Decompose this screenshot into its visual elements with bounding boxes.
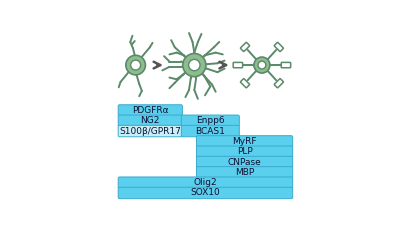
FancyBboxPatch shape: [118, 187, 293, 199]
Text: Olig2: Olig2: [194, 178, 217, 187]
Circle shape: [258, 61, 266, 69]
FancyBboxPatch shape: [118, 115, 182, 126]
Circle shape: [189, 59, 200, 71]
FancyBboxPatch shape: [233, 62, 243, 68]
FancyBboxPatch shape: [118, 125, 182, 137]
FancyBboxPatch shape: [196, 156, 293, 168]
FancyBboxPatch shape: [196, 146, 293, 157]
Circle shape: [126, 55, 146, 75]
FancyBboxPatch shape: [240, 79, 250, 88]
FancyBboxPatch shape: [196, 167, 293, 178]
Circle shape: [254, 57, 270, 73]
Text: PLP: PLP: [237, 147, 252, 156]
FancyBboxPatch shape: [274, 79, 283, 88]
FancyBboxPatch shape: [240, 43, 250, 52]
Text: MBP: MBP: [235, 168, 254, 177]
Text: NG2: NG2: [141, 116, 160, 125]
Circle shape: [131, 60, 141, 70]
FancyBboxPatch shape: [181, 125, 239, 137]
Text: PDGFRα: PDGFRα: [132, 106, 169, 115]
FancyBboxPatch shape: [118, 177, 293, 188]
Text: SOX10: SOX10: [190, 188, 220, 198]
FancyBboxPatch shape: [196, 136, 293, 147]
Circle shape: [183, 54, 206, 77]
Text: Enpp6: Enpp6: [196, 116, 225, 125]
FancyBboxPatch shape: [274, 43, 283, 52]
Text: BCAS1: BCAS1: [195, 127, 225, 136]
FancyBboxPatch shape: [181, 115, 239, 126]
FancyBboxPatch shape: [281, 62, 291, 68]
Text: CNPase: CNPase: [228, 158, 262, 167]
FancyBboxPatch shape: [118, 105, 182, 116]
Text: S100β/GPR17: S100β/GPR17: [119, 127, 181, 136]
Text: MyRF: MyRF: [232, 137, 257, 146]
